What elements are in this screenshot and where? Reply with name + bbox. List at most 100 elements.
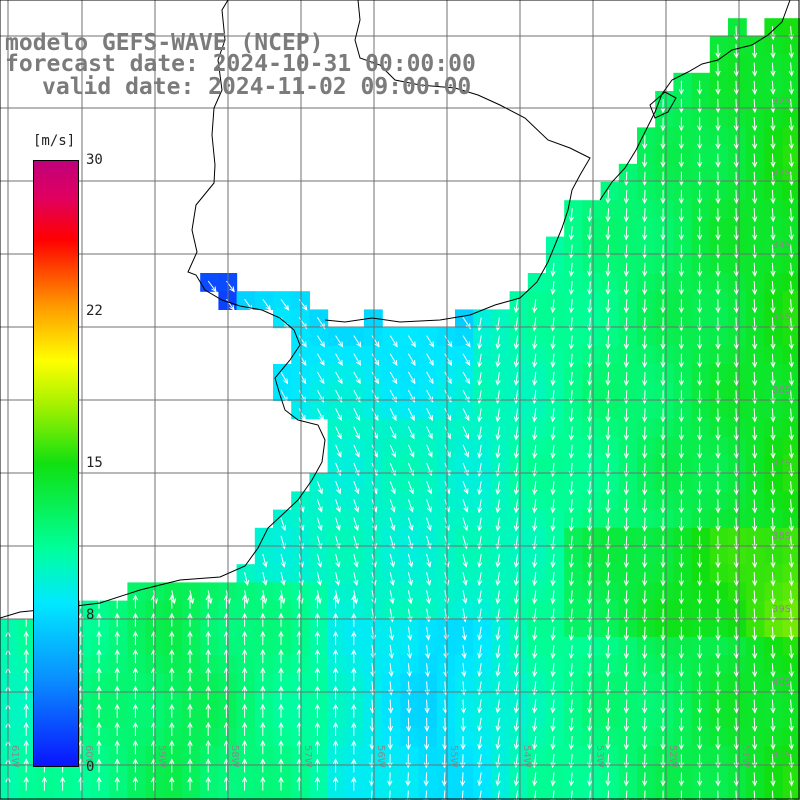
wind-arrow [495,481,501,496]
wind-arrow [426,499,432,513]
wind-cell [527,382,547,401]
wind-cell [109,600,128,620]
wind-cell [782,473,800,492]
wind-arrow [353,590,359,605]
wind-cell [127,764,147,784]
wind-cell [254,673,274,693]
wind-cell [691,400,711,420]
wind-cell [327,709,347,729]
wind-cell [782,782,800,800]
wind-arrow [426,553,432,568]
wind-arrow [788,189,794,205]
wind-arrow [423,736,430,751]
wind-cell [546,709,565,729]
wind-arrow [424,663,431,678]
wind-cell [600,655,620,674]
wind-cell [709,546,729,565]
wind-cell [600,746,620,765]
wind-arrow [770,208,776,223]
wind-cell [327,728,347,747]
wind-cell [655,182,674,201]
wind-arrow [733,444,739,459]
wind-arrow [114,649,120,664]
wind-cell [691,218,711,238]
wind-arrow [114,630,120,645]
wind-arrow [550,699,556,714]
wind-arrow [587,517,593,532]
wind-cell [728,600,747,620]
wind-cell [637,163,656,183]
wind-arrow [351,703,357,718]
wind-arrow [660,244,666,259]
wind-cell [655,364,674,383]
wind-cell [109,655,128,674]
wind-arrow [678,626,684,641]
wind-arrow [642,171,648,186]
wind-cell [327,691,347,711]
wind-arrow [678,189,684,205]
wind-cell [600,509,620,529]
wind-arrow [280,517,287,532]
wind-cell [546,382,565,401]
wind-cell [91,728,110,747]
wind-arrow [697,335,703,350]
wind-cell [618,418,638,438]
wind-arrow [788,444,794,459]
wind-arrow [426,371,434,385]
wind-cell [327,527,347,547]
wind-arrow [770,553,776,569]
wind-cell [436,728,456,747]
wind-arrow [733,153,739,168]
wind-arrow [444,408,452,422]
wind-cell [582,382,602,401]
wind-arrow [278,667,284,682]
wind-arrow [114,703,120,718]
wind-cell [491,509,511,529]
wind-cell [728,54,747,74]
wind-cell [309,691,329,711]
wind-cell [400,746,420,765]
wind-cell [0,764,19,784]
wind-cell [655,728,674,747]
wind-arrow [23,630,29,645]
wind-arrow [532,590,538,605]
longitude-label: 61W [9,745,20,768]
wind-cell [691,436,711,456]
wind-cell [709,691,729,711]
wind-arrow [334,590,340,605]
wind-cell [746,54,765,74]
wind-cell [400,764,420,784]
wind-arrow [260,649,266,664]
wind-arrow [387,772,393,787]
wind-arrow [660,590,666,605]
wind-cell [364,509,383,529]
wind-cell [327,418,347,438]
wind-cell [473,637,492,656]
wind-arrow [623,335,629,350]
wind-cell [382,746,401,765]
wind-arrow [513,517,520,532]
wind-arrow [477,335,483,350]
wind-cell [436,582,456,602]
wind-cell [382,546,401,565]
wind-cell [509,473,529,492]
wind-arrow [114,667,120,682]
wind-cell [418,418,438,438]
wind-cell [764,72,784,92]
wind-arrow [314,758,321,773]
wind-cell [582,254,602,274]
wind-arrow [407,353,416,367]
wind-cell [418,491,438,511]
longitude-label: 54W [521,745,532,768]
wind-cell [600,673,620,693]
wind-arrow [788,226,794,241]
wind-arrow [678,353,684,368]
wind-arrow [461,626,467,641]
wind-cell [746,436,765,456]
wind-cell [527,655,547,674]
wind-arrow [568,699,575,714]
wind-cell [728,200,747,219]
wind-cell [254,582,274,602]
wind-arrow [605,481,611,496]
wind-cell [273,655,292,674]
